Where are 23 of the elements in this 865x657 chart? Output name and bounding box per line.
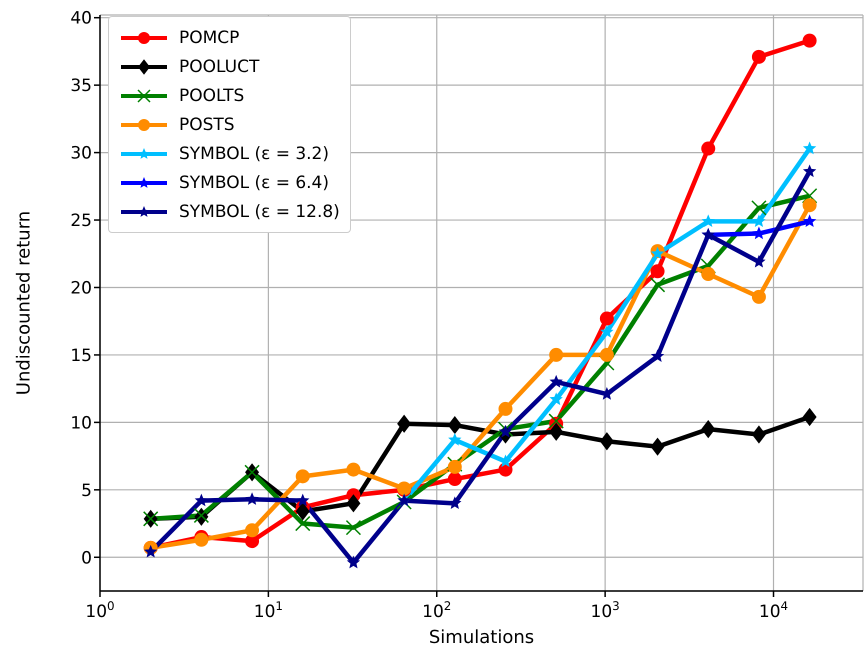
y-tick-label: 15 [70, 346, 92, 366]
x-tick-label: 10$^{4}$ [758, 599, 788, 622]
y-tick-label: 10 [70, 413, 92, 434]
legend-label: SYMBOL (ε = 3.2) [179, 144, 330, 164]
legend-label: SYMBOL (ε = 12.8) [179, 202, 340, 222]
x-tick-label: 10$^{2}$ [422, 599, 452, 622]
y-tick-label: 5 [81, 480, 92, 501]
x-tick-label: 10$^{1}$ [254, 599, 283, 622]
y-tick-label: 0 [81, 548, 92, 568]
x-tick-label: 10$^{3}$ [590, 599, 620, 622]
legend-label: POOLTS [179, 86, 244, 106]
x-tick-label: 10$^{0}$ [85, 599, 115, 622]
legend-label: POSTS [179, 114, 235, 134]
y-tick-label: 40 [70, 8, 92, 29]
y-tick-label: 25 [70, 211, 92, 232]
y-tick-label: 20 [70, 278, 92, 299]
x-axis-title: Simulations [428, 627, 534, 648]
legend-label: POOLUCT [179, 56, 260, 76]
y-tick-label: 35 [70, 76, 92, 96]
legend-label: POMCP [179, 28, 240, 48]
legend-label: SYMBOL (ε = 6.4) [179, 172, 330, 192]
y-axis-title: Undiscounted return [13, 210, 34, 396]
y-tick-label: 30 [70, 144, 92, 164]
